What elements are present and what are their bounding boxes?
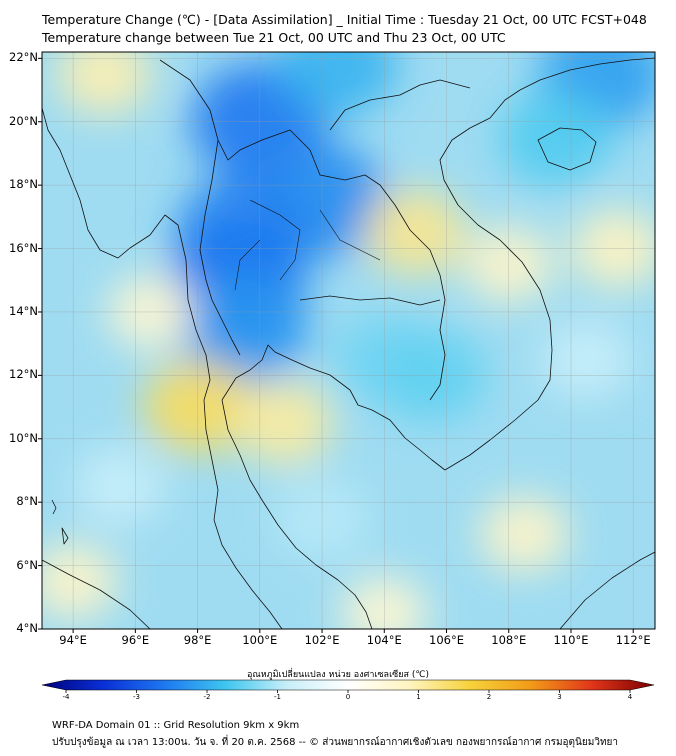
- anomaly-blob-18: [479, 495, 570, 573]
- province-borders: [234, 199, 381, 291]
- anomaly-blob-22: [540, 319, 633, 400]
- border-myanmar-thailand: [199, 139, 241, 356]
- colorbar-tick-label-8: 4: [627, 693, 633, 701]
- lat-label-2: 18°N: [9, 177, 38, 192]
- plot-frame: [41, 51, 656, 630]
- lat-label-7: 8°N: [16, 494, 38, 509]
- peninsula-east-coast: [221, 399, 373, 629]
- lon-label-2: 98°E: [183, 633, 212, 647]
- gulf-thailand-coast: [221, 344, 446, 471]
- map-subtitle: Temperature change between Tue 21 Oct, 0…: [42, 30, 506, 45]
- peninsula-west-coast: [213, 519, 283, 629]
- border-mekong: [159, 59, 446, 401]
- nicobar-island: [61, 527, 69, 545]
- temperature-change-map: [38, 51, 656, 693]
- lat-label-9: 4°N: [16, 621, 38, 635]
- lon-label-0: 94°E: [59, 633, 87, 647]
- lon-label-5: 104°E: [366, 633, 402, 647]
- colorbar: [41, 679, 655, 691]
- china-coast: [519, 57, 655, 91]
- axis-ticks: [38, 57, 634, 633]
- lon-label-4: 102°E: [304, 633, 340, 647]
- colorbar-tick-label-4: 0: [345, 693, 351, 701]
- lon-label-9: 112°E: [615, 633, 651, 647]
- footer-model-info: WRF-DA Domain 01 :: Grid Resolution 9km …: [52, 720, 300, 731]
- lon-label-6: 106°E: [429, 633, 464, 647]
- lat-label-5: 12°N: [9, 367, 38, 382]
- anomaly-blob-21: [73, 446, 166, 526]
- colorbar-ticks: [65, 690, 631, 693]
- lon-label-1: 96°E: [121, 633, 150, 647]
- colorbar-tick-label-0: -4: [62, 693, 70, 701]
- footer-credit: ปรับปรุงข้อมูล ณ เวลา 13:00น. วัน จ. ที่…: [52, 737, 619, 748]
- colorbar-tick-label-5: 1: [416, 693, 421, 701]
- colorbar-tick-label-7: 3: [557, 693, 562, 701]
- anomaly-blob-10: [56, 52, 152, 115]
- map-title: Temperature Change (℃) - [Data Assimilat…: [42, 12, 647, 27]
- field-layer: [42, 52, 655, 629]
- anomaly-blob-12: [235, 380, 334, 465]
- lon-label-8: 110°E: [553, 633, 589, 647]
- lat-label-8: 6°N: [16, 557, 38, 572]
- borneo-coast: [559, 551, 655, 629]
- anomaly-blob-13: [365, 189, 466, 276]
- anomaly-blob-5: [277, 52, 398, 117]
- colorbar-tick-label-3: -1: [274, 693, 281, 701]
- colorbar-label: อุณหภูมิเปลี่ยนแปลง หน่วย องศาเซลเซียส (…: [246, 670, 430, 680]
- lat-label-4: 14°N: [9, 303, 38, 318]
- grid-lines: [42, 52, 655, 629]
- vietnam-coast: [439, 89, 553, 471]
- coastlines-borders: [42, 57, 655, 629]
- lon-label-3: 100°E: [242, 633, 278, 647]
- colorbar-tick-label-1: -3: [133, 693, 140, 701]
- anomaly-blob-17: [42, 543, 118, 620]
- colorbar-tick-label-2: -2: [203, 693, 211, 701]
- hainan-island: [537, 127, 597, 171]
- lat-label-1: 20°N: [9, 113, 38, 128]
- border-china-laos: [329, 79, 471, 131]
- colorbar-tick-label-6: 2: [486, 693, 492, 701]
- lat-label-3: 16°N: [9, 240, 38, 255]
- lat-label-6: 10°N: [9, 430, 38, 445]
- myanmar-coast: [42, 107, 219, 521]
- andaman-island: [51, 499, 57, 515]
- anomaly-blob-7: [499, 89, 612, 186]
- border-thailand-cambodia: [299, 295, 441, 306]
- lat-label-0: 22°N: [9, 50, 38, 65]
- sumatra-coast: [42, 559, 151, 629]
- lon-label-7: 108°E: [491, 633, 527, 647]
